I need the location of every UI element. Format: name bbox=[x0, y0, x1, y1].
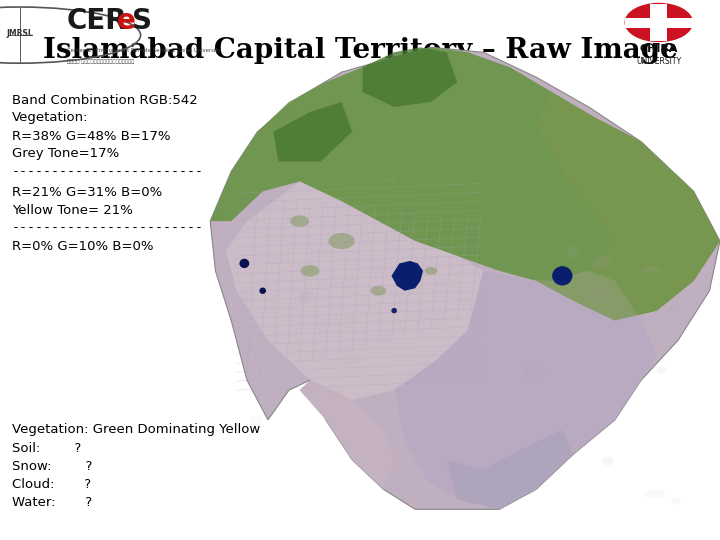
Circle shape bbox=[240, 259, 248, 267]
Ellipse shape bbox=[567, 246, 580, 259]
Ellipse shape bbox=[349, 315, 359, 323]
Bar bbox=[624, 18, 693, 28]
Text: Cloud:       ?: Cloud: ? bbox=[12, 477, 91, 490]
Text: 千葉大学 環境リモートセンシング研究センター: 千葉大学 環境リモートセンシング研究センター bbox=[66, 59, 134, 64]
Text: CHIBA: CHIBA bbox=[639, 44, 678, 54]
Text: Water:       ?: Water: ? bbox=[12, 496, 92, 509]
Text: JMRSL: JMRSL bbox=[6, 29, 33, 38]
Ellipse shape bbox=[590, 256, 613, 268]
Ellipse shape bbox=[425, 267, 437, 275]
Ellipse shape bbox=[656, 367, 667, 374]
Ellipse shape bbox=[588, 288, 610, 302]
Ellipse shape bbox=[300, 265, 320, 276]
Text: ------------------------: ------------------------ bbox=[12, 221, 204, 234]
Ellipse shape bbox=[662, 305, 685, 314]
Ellipse shape bbox=[524, 366, 544, 379]
Text: Islamabad Capital Territory – Raw Image: Islamabad Capital Territory – Raw Image bbox=[42, 37, 678, 64]
Ellipse shape bbox=[329, 390, 344, 400]
Ellipse shape bbox=[602, 457, 613, 465]
Text: R=0% G=10% B=0%: R=0% G=10% B=0% bbox=[12, 240, 153, 253]
Text: e: e bbox=[117, 7, 135, 35]
Circle shape bbox=[260, 288, 266, 293]
Polygon shape bbox=[363, 48, 457, 107]
Ellipse shape bbox=[671, 497, 681, 505]
Text: Snow:        ?: Snow: ? bbox=[12, 460, 92, 472]
Bar bbox=[650, 4, 667, 40]
Text: Vegetation: Green Dominating Yellow: Vegetation: Green Dominating Yellow bbox=[12, 423, 260, 436]
Ellipse shape bbox=[384, 177, 397, 183]
Text: CER: CER bbox=[66, 7, 127, 35]
Polygon shape bbox=[226, 181, 484, 400]
Ellipse shape bbox=[328, 233, 355, 249]
Polygon shape bbox=[300, 380, 394, 489]
Ellipse shape bbox=[371, 286, 386, 295]
Text: Grey Tone=17%: Grey Tone=17% bbox=[12, 147, 120, 160]
Text: R=21% G=31% B=0%: R=21% G=31% B=0% bbox=[12, 186, 162, 199]
Ellipse shape bbox=[298, 291, 312, 305]
Text: R=38% G=48% B=17%: R=38% G=48% B=17% bbox=[12, 130, 171, 143]
Text: S: S bbox=[132, 7, 151, 35]
Text: UNIVERSITY: UNIVERSITY bbox=[636, 57, 681, 66]
Circle shape bbox=[624, 3, 693, 42]
Text: Center for Environment Remote Sensing, Chiba University: Center for Environment Remote Sensing, C… bbox=[66, 48, 220, 53]
Polygon shape bbox=[274, 102, 352, 161]
Text: Vegetation:: Vegetation: bbox=[12, 111, 89, 125]
Ellipse shape bbox=[290, 215, 309, 227]
Polygon shape bbox=[394, 271, 657, 509]
Text: Soil:        ?: Soil: ? bbox=[12, 442, 81, 455]
Polygon shape bbox=[536, 92, 720, 321]
Ellipse shape bbox=[641, 267, 662, 272]
Ellipse shape bbox=[644, 490, 665, 498]
Ellipse shape bbox=[443, 361, 458, 373]
Polygon shape bbox=[446, 430, 573, 509]
Text: ------------------------: ------------------------ bbox=[12, 165, 204, 179]
Polygon shape bbox=[210, 48, 720, 509]
Text: Band Combination RGB:542: Band Combination RGB:542 bbox=[12, 93, 198, 106]
Circle shape bbox=[392, 309, 396, 313]
Ellipse shape bbox=[593, 310, 601, 316]
Text: Yellow Tone= 21%: Yellow Tone= 21% bbox=[12, 204, 133, 217]
Circle shape bbox=[553, 267, 572, 285]
Polygon shape bbox=[210, 48, 720, 321]
Polygon shape bbox=[392, 261, 423, 291]
